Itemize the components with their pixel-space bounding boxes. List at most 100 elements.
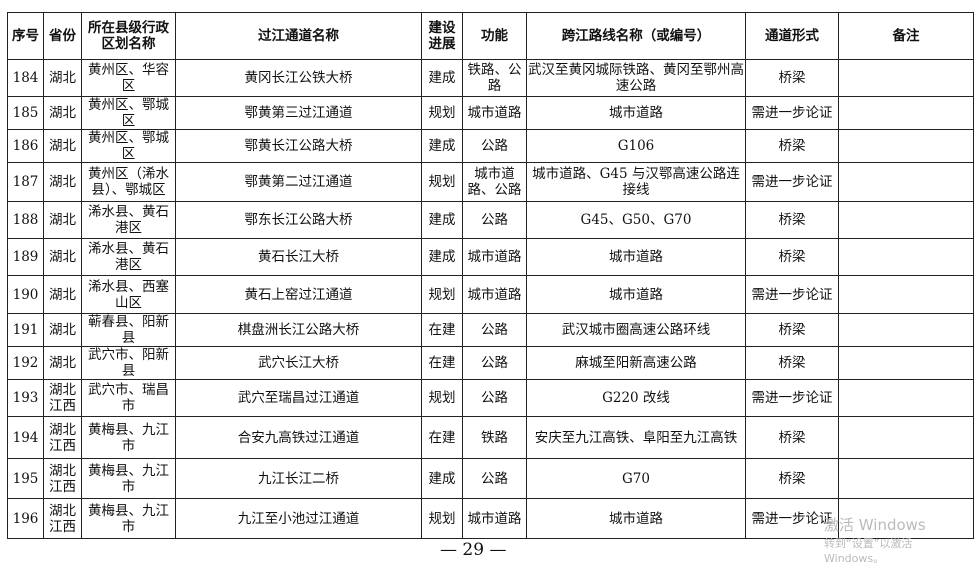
cell-function: 铁路 [462, 416, 527, 459]
cell-no: 188 [7, 201, 44, 239]
table-row: 187 湖北 黄州区（浠水县）、鄂城区 鄂黄第二过江通道 规划 城市道路、公路 城市道路、G… [7, 162, 974, 202]
header-route: 跨江路线名称（或编号） [526, 12, 746, 60]
cell-route: 麻城至阳新高速公路 [526, 346, 746, 380]
header-name: 过江通道名称 [175, 12, 422, 60]
cell-form: 需进一步论证 [745, 96, 839, 130]
cell-name: 武穴至瑞昌过江通道 [175, 379, 422, 417]
cell-route: G45、G50、G70 [526, 201, 746, 239]
cell-province: 湖北 [43, 201, 82, 239]
cell-form: 桥梁 [745, 59, 839, 97]
cell-province: 湖北 [43, 59, 82, 97]
river-crossing-table: 序号 省份 所在县级行政区划名称 过江通道名称 建设进展 功能 跨江路线名称（或编号） 通道形… [7, 12, 974, 539]
cell-county: 黄梅县、九江市 [81, 458, 176, 499]
cell-function: 公路 [462, 201, 527, 239]
header-function: 功能 [462, 12, 527, 60]
header-row: 序号 省份 所在县级行政区划名称 过江通道名称 建设进展 功能 跨江路线名称（或编号） 通道形… [7, 12, 974, 60]
cell-no: 192 [7, 346, 44, 380]
page-number: — 29 — [440, 540, 507, 560]
table-row: 184 湖北 黄州区、华容区 黄冈长江公铁大桥 建成 铁路、公路 武汉至黄冈城际铁路、黄冈至… [7, 59, 974, 97]
header-form: 通道形式 [745, 12, 839, 60]
cell-form: 桥梁 [745, 201, 839, 239]
header-status: 建设进展 [421, 12, 463, 60]
cell-county: 黄梅县、九江市 [81, 498, 176, 539]
cell-route: 城市道路 [526, 275, 746, 314]
cell-function: 铁路、公路 [462, 59, 527, 97]
cell-status: 在建 [421, 313, 463, 347]
cell-name: 武穴长江大桥 [175, 346, 422, 380]
cell-route: 城市道路 [526, 498, 746, 539]
cell-status: 建成 [421, 201, 463, 239]
cell-note [838, 498, 974, 539]
cell-name: 九江长江二桥 [175, 458, 422, 499]
cell-note [838, 313, 974, 347]
cell-no: 189 [7, 238, 44, 276]
cell-note [838, 346, 974, 380]
cell-county: 浠水县、黄石港区 [81, 201, 176, 239]
cell-no: 190 [7, 275, 44, 314]
cell-status: 建成 [421, 129, 463, 163]
cell-note [838, 59, 974, 97]
cell-name: 黄石上窑过江通道 [175, 275, 422, 314]
cell-status: 建成 [421, 59, 463, 97]
cell-form: 桥梁 [745, 346, 839, 380]
cell-province: 湖北 [43, 96, 82, 130]
cell-no: 187 [7, 162, 44, 202]
cell-note [838, 275, 974, 314]
cell-route: 武汉城市圈高速公路环线 [526, 313, 746, 347]
cell-form: 桥梁 [745, 313, 839, 347]
activation-watermark: 激活 Windows 转到“设置”以激活 Windows。 [824, 515, 974, 566]
cell-province: 湖北 [43, 313, 82, 347]
cell-route: G220 改线 [526, 379, 746, 417]
cell-form: 需进一步论证 [745, 498, 839, 539]
header-no: 序号 [7, 12, 44, 60]
cell-no: 195 [7, 458, 44, 499]
cell-function: 城市道路 [462, 275, 527, 314]
cell-function: 城市道路、公路 [462, 162, 527, 202]
cell-name: 鄂黄第三过江通道 [175, 96, 422, 130]
cell-name: 鄂黄第二过江通道 [175, 162, 422, 202]
cell-status: 规划 [421, 498, 463, 539]
table-row: 192 湖北 武穴市、阳新县 武穴长江大桥 在建 公路 麻城至阳新高速公路 桥梁 [7, 346, 974, 380]
cell-note [838, 201, 974, 239]
cell-province: 湖北江西 [43, 498, 82, 539]
cell-name: 黄石长江大桥 [175, 238, 422, 276]
watermark-line1: 激活 Windows [824, 516, 926, 534]
table-row: 195 湖北江西 黄梅县、九江市 九江长江二桥 建成 公路 G70 桥梁 [7, 458, 974, 499]
table-row: 188 湖北 浠水县、黄石港区 鄂东长江公路大桥 建成 公路 G45、G50、G70 桥梁 [7, 201, 974, 239]
cell-county: 浠水县、黄石港区 [81, 238, 176, 276]
cell-note [838, 458, 974, 499]
table-row: 193 湖北江西 武穴市、瑞昌市 武穴至瑞昌过江通道 规划 公路 G220 改线 需进一步论证 [7, 379, 974, 417]
cell-county: 黄州区、鄂城区 [81, 96, 176, 130]
cell-no: 191 [7, 313, 44, 347]
cell-county: 蕲春县、阳新县 [81, 313, 176, 347]
cell-status: 在建 [421, 416, 463, 459]
watermark-line2: 转到“设置”以激活 Windows。 [824, 537, 913, 565]
cell-province: 湖北 [43, 275, 82, 314]
cell-province: 湖北 [43, 238, 82, 276]
cell-route: 武汉至黄冈城际铁路、黄冈至鄂州高速公路 [526, 59, 746, 97]
cell-status: 建成 [421, 458, 463, 499]
cell-note [838, 96, 974, 130]
cell-status: 规划 [421, 162, 463, 202]
cell-county: 黄州区、华容区 [81, 59, 176, 97]
cell-name: 鄂东长江公路大桥 [175, 201, 422, 239]
cell-county: 黄州区、鄂城区 [81, 129, 176, 163]
cell-form: 需进一步论证 [745, 275, 839, 314]
cell-form: 桥梁 [745, 458, 839, 499]
cell-no: 184 [7, 59, 44, 97]
cell-no: 193 [7, 379, 44, 417]
cell-province: 湖北江西 [43, 416, 82, 459]
cell-county: 黄梅县、九江市 [81, 416, 176, 459]
cell-function: 城市道路 [462, 498, 527, 539]
cell-form: 桥梁 [745, 238, 839, 276]
table-row: 190 湖北 浠水县、西塞山区 黄石上窑过江通道 规划 城市道路 城市道路 需进一步论证 [7, 275, 974, 314]
cell-function: 公路 [462, 129, 527, 163]
cell-route: 城市道路 [526, 238, 746, 276]
cell-status: 建成 [421, 238, 463, 276]
cell-name: 鄂黄长江公路大桥 [175, 129, 422, 163]
cell-name: 棋盘洲长江公路大桥 [175, 313, 422, 347]
cell-province: 湖北 [43, 346, 82, 380]
cell-name: 九江至小池过江通道 [175, 498, 422, 539]
cell-province: 湖北江西 [43, 379, 82, 417]
cell-function: 公路 [462, 313, 527, 347]
